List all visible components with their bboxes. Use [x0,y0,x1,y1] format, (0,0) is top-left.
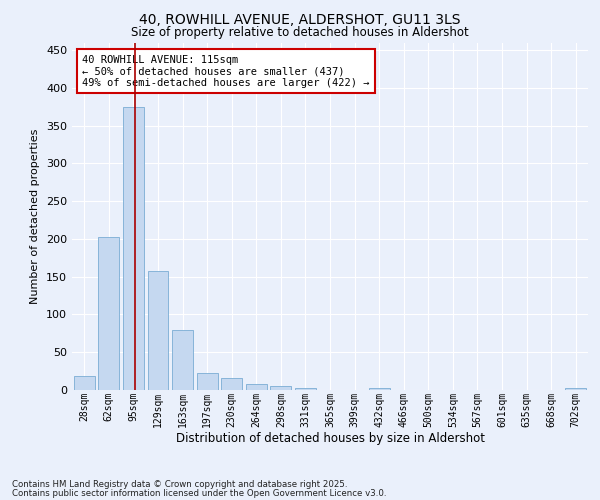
Y-axis label: Number of detached properties: Number of detached properties [31,128,40,304]
Bar [74,376,95,390]
Text: Contains HM Land Registry data © Crown copyright and database right 2025.: Contains HM Land Registry data © Crown c… [12,480,347,489]
Bar [565,388,586,390]
Text: Contains public sector information licensed under the Open Government Licence v3: Contains public sector information licen… [12,488,386,498]
X-axis label: Distribution of detached houses by size in Aldershot: Distribution of detached houses by size … [176,432,485,445]
Bar [221,378,242,390]
Bar [148,272,169,390]
Bar [368,388,389,390]
Bar [172,330,193,390]
Text: Size of property relative to detached houses in Aldershot: Size of property relative to detached ho… [131,26,469,39]
Bar [98,238,119,390]
Bar [197,372,218,390]
Bar [123,106,144,390]
Bar [246,384,267,390]
Bar [271,386,292,390]
Text: 40 ROWHILL AVENUE: 115sqm
← 50% of detached houses are smaller (437)
49% of semi: 40 ROWHILL AVENUE: 115sqm ← 50% of detac… [82,54,370,88]
Text: 40, ROWHILL AVENUE, ALDERSHOT, GU11 3LS: 40, ROWHILL AVENUE, ALDERSHOT, GU11 3LS [139,12,461,26]
Bar [295,388,316,390]
